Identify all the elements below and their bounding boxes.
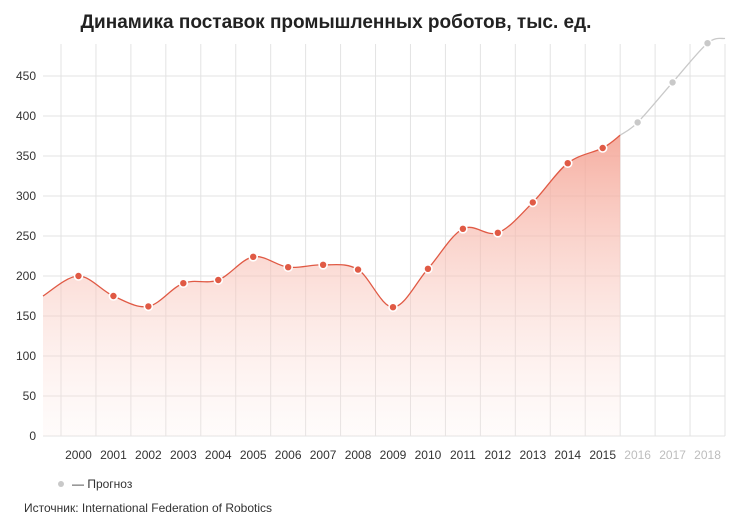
data-point <box>388 302 398 313</box>
y-tick-label: 50 <box>23 389 37 403</box>
series-lines <box>42 37 726 308</box>
x-tick-label: 2016 <box>624 448 651 462</box>
x-tick-label: 2011 <box>450 448 476 462</box>
x-tick-label: 2006 <box>275 448 302 462</box>
area-series-history <box>43 135 621 436</box>
x-axis-ticks: 2000 2001 2002 2003 2004 2005 2006 2007 2008 2009… <box>65 448 721 462</box>
data-point <box>458 224 468 234</box>
y-tick-label: 150 <box>16 309 36 323</box>
legend: — Прогноз <box>58 477 132 491</box>
x-tick-label: 2017 <box>659 448 686 462</box>
data-point <box>73 271 84 281</box>
x-tick-label: 2015 <box>589 448 616 462</box>
forecast-point <box>667 77 678 88</box>
y-tick-label: 450 <box>16 69 36 83</box>
y-tick-label: 200 <box>16 269 36 283</box>
y-tick-label: 300 <box>16 189 36 203</box>
area-fill <box>43 135 621 436</box>
y-tick-label: 0 <box>29 429 36 443</box>
data-point <box>178 278 189 289</box>
y-tick-label: 100 <box>16 349 36 363</box>
data-point <box>213 275 224 285</box>
data-point <box>248 251 259 262</box>
data-point <box>493 228 503 238</box>
data-point <box>283 262 293 273</box>
x-tick-label: 2013 <box>519 448 546 462</box>
x-tick-label: 2005 <box>240 448 267 462</box>
x-tick-label: 2008 <box>345 448 372 462</box>
x-tick-label: 2003 <box>170 448 197 462</box>
x-tick-label: 2009 <box>380 448 407 462</box>
x-tick-label: 2001 <box>100 448 127 462</box>
legend-marker <box>58 481 64 487</box>
data-point <box>423 263 433 274</box>
x-tick-label: 2002 <box>135 448 162 462</box>
data-point <box>597 143 608 153</box>
data-point <box>527 197 538 208</box>
data-point <box>562 158 573 168</box>
y-tick-label: 400 <box>16 109 36 123</box>
x-tick-label: 2018 <box>694 448 721 462</box>
forecast-point <box>632 117 643 128</box>
data-point <box>143 301 154 312</box>
y-tick-label: 250 <box>16 229 36 243</box>
x-tick-label: 2000 <box>65 448 92 462</box>
y-axis-ticks: 0 50 100 150 200 250 300 350 400 450 <box>16 69 36 443</box>
forecast-point <box>702 38 713 49</box>
chart-plot: 0 50 100 150 200 250 300 350 400 450 2000 2001 2002… <box>16 37 726 462</box>
x-tick-label: 2010 <box>415 448 442 462</box>
data-point <box>318 259 328 270</box>
legend-label: — Прогноз <box>72 477 133 491</box>
x-tick-label: 2014 <box>554 448 581 462</box>
data-points <box>73 38 713 313</box>
x-tick-label: 2004 <box>205 448 232 462</box>
x-tick-label: 2012 <box>484 448 511 462</box>
x-tick-label: 2007 <box>310 448 337 462</box>
data-point <box>353 264 363 275</box>
chart-title: Динамика поставок промышленных роботов, … <box>80 12 592 33</box>
source-note: Источник: International Federation of Ro… <box>24 501 273 515</box>
y-tick-label: 350 <box>16 149 36 163</box>
data-point <box>108 291 119 301</box>
